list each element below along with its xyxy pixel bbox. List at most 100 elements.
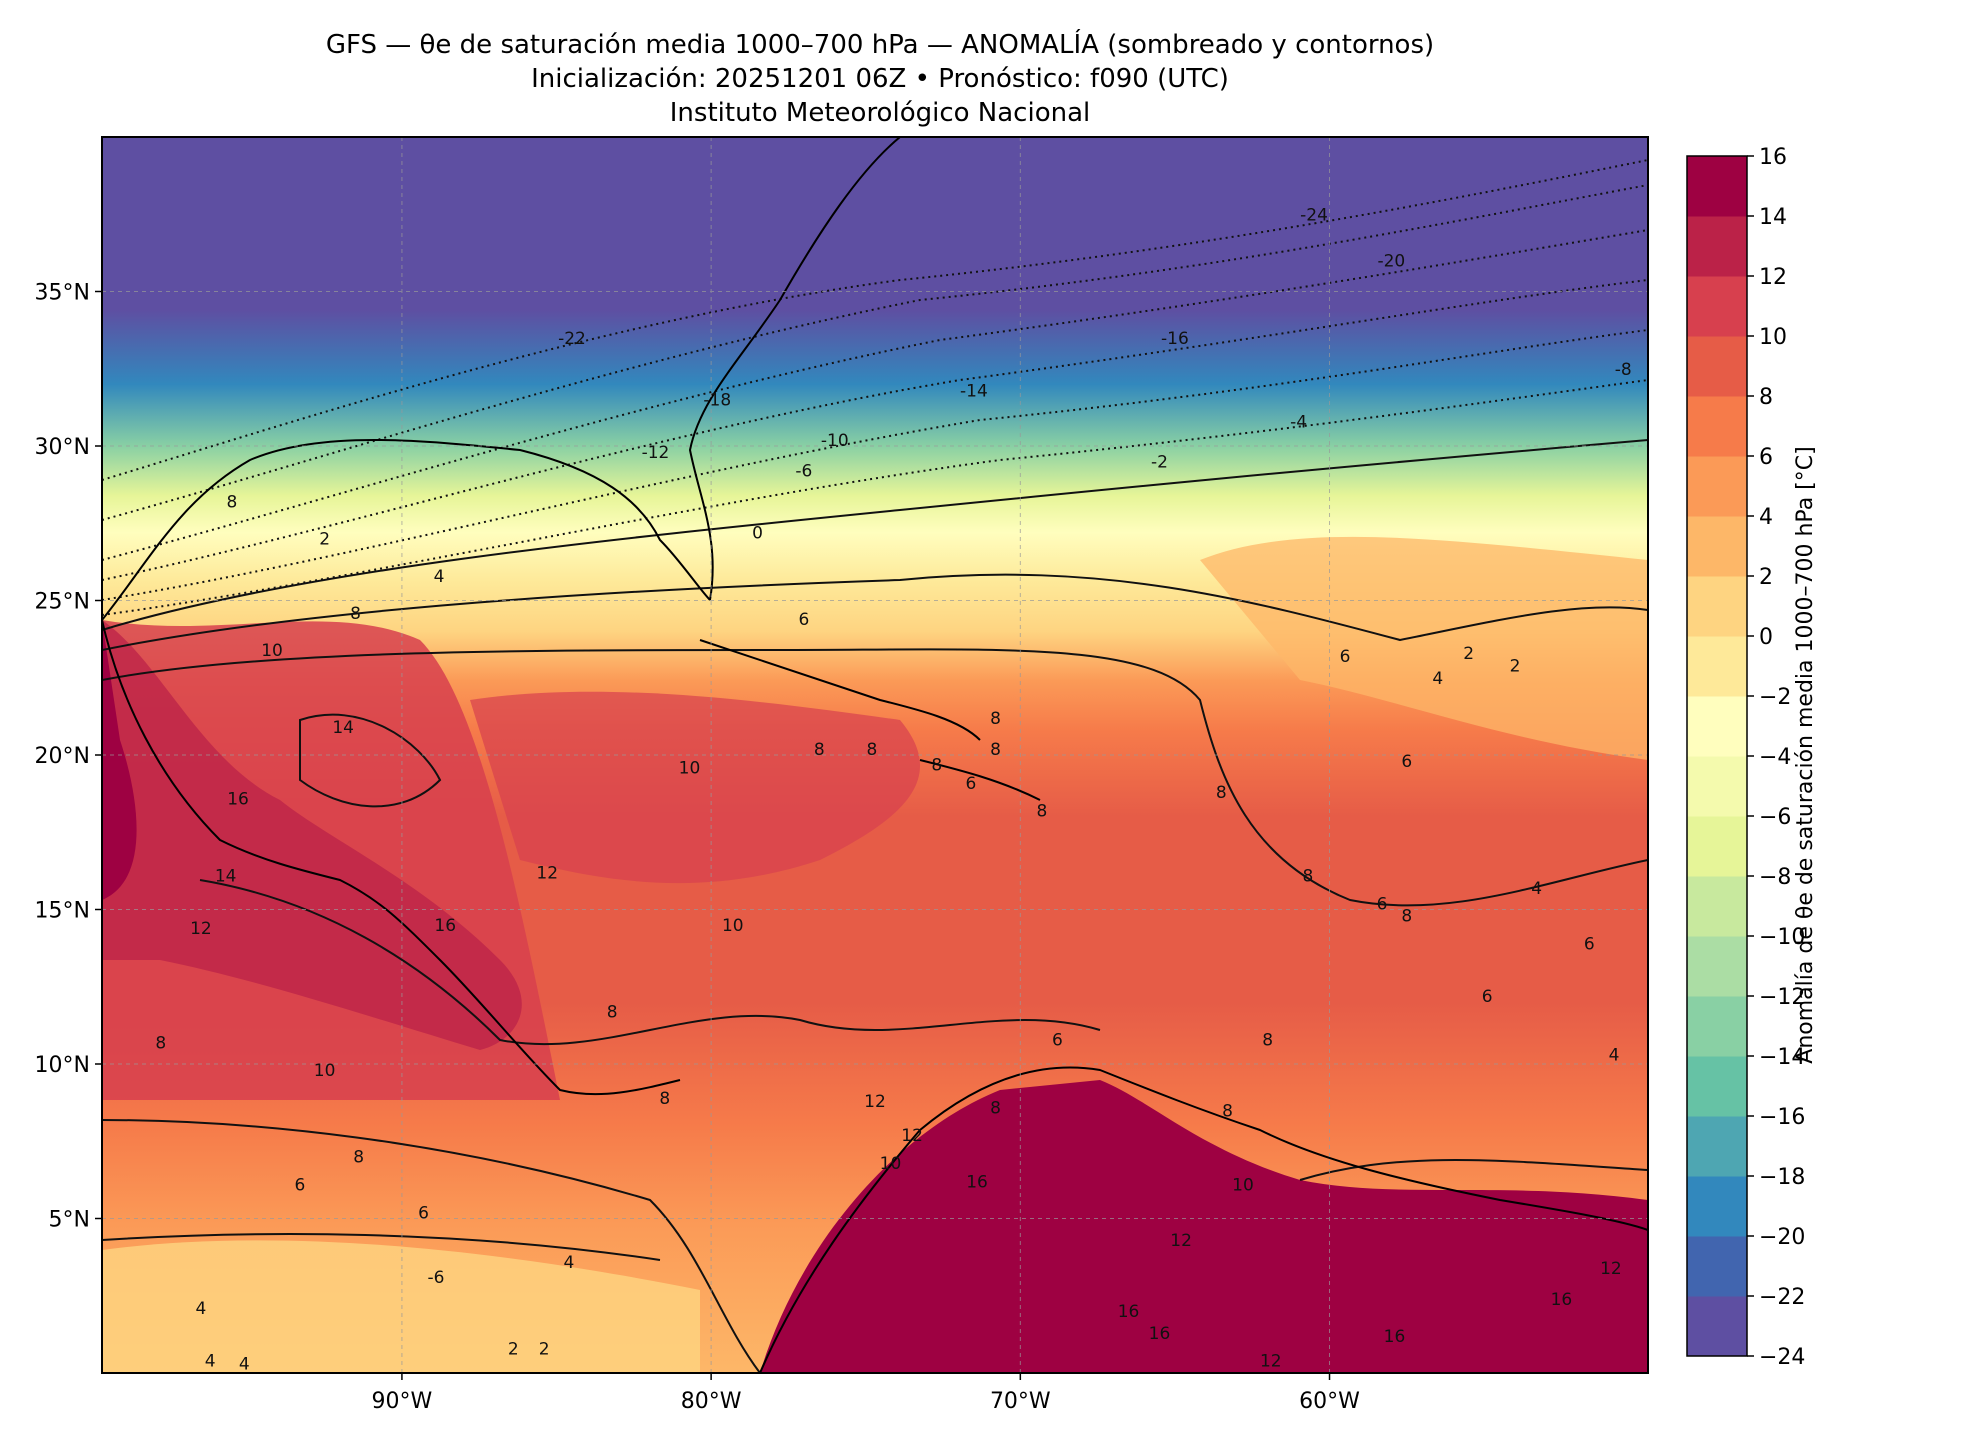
mild-region-east — [1200, 536, 1648, 760]
colorbar-tick-label: 14 — [1759, 205, 1787, 230]
contour-label: 8 — [350, 604, 361, 624]
colorbar-tick-label: −14 — [1759, 1045, 1805, 1070]
longitude-axis: 90°W 80°W 70°W 60°W — [372, 1373, 1360, 1414]
contour-label: -2 — [1151, 452, 1168, 472]
contour-label: 6 — [1340, 647, 1351, 667]
contour-label: 6 — [418, 1203, 429, 1223]
contour-label: 4 — [205, 1352, 216, 1372]
title-line-3: Instituto Meteorológico Nacional — [669, 98, 1091, 128]
contour-label: 8 — [607, 1002, 618, 1022]
anomaly-field: -24-20-22 -16-18 -14-4-8-10-12-6 -282 048 610… — [102, 137, 1648, 1375]
contour-label: -24 — [1300, 205, 1328, 225]
contour-label: 8 — [1262, 1030, 1273, 1050]
contour-label: 10 — [261, 641, 283, 661]
colorbar-tick-label: 6 — [1759, 445, 1773, 470]
colorbar-segment — [1687, 336, 1747, 397]
contour-label: 4 — [1609, 1046, 1620, 1066]
contour-label: -6 — [795, 462, 812, 482]
colorbar-segment — [1687, 1116, 1747, 1177]
contour-label: 14 — [332, 718, 354, 738]
colorbar-segment — [1687, 1056, 1747, 1117]
contour-label: 8 — [659, 1089, 670, 1109]
contour-label: -18 — [703, 391, 731, 411]
contour-label: 6 — [798, 610, 809, 630]
colorbar-tick-label: −4 — [1759, 745, 1791, 770]
colorbar-tick-label: −20 — [1759, 1225, 1805, 1250]
colorbar-segment — [1687, 876, 1747, 937]
colorbar-segment — [1687, 1236, 1747, 1297]
contour-label: -12 — [642, 443, 670, 463]
contour-label: -20 — [1377, 252, 1405, 272]
contour-label: 12 — [864, 1092, 886, 1112]
contour-label: 10 — [679, 758, 701, 778]
contour-label: 6 — [294, 1176, 305, 1196]
contour-label: 10 — [880, 1154, 902, 1174]
lon-tick-label: 70°W — [990, 1389, 1051, 1414]
contour-label: 4 — [434, 567, 445, 587]
colorbar-tick-label: −8 — [1759, 865, 1791, 890]
contour-label: 4 — [239, 1355, 250, 1375]
contour-label: -14 — [960, 381, 988, 401]
colorbar-segment — [1687, 816, 1747, 877]
contour-label: -22 — [558, 329, 586, 349]
contour-label: 16 — [227, 789, 249, 809]
colorbar-tick-label: 0 — [1759, 625, 1773, 650]
latitude-axis: 35°N 30°N 25°N 20°N 15°N 10°N 5°N — [35, 281, 102, 1233]
colorbar-segment — [1687, 516, 1747, 577]
colorbar-tick-label: −18 — [1759, 1165, 1805, 1190]
colorbar-label: Anomalía de θe de saturación media 1000–… — [1793, 446, 1818, 1063]
contour-label: 14 — [215, 867, 237, 887]
colorbar-tick-label: 12 — [1759, 265, 1787, 290]
colorbar: 16 14 12 10 8 6 4 2 0 −2 −4 −6 −8 −10 −12 −14 −16 −18 −20 −… — [1686, 145, 1805, 1370]
gridlines — [102, 137, 1648, 1373]
positive-contours — [102, 439, 1648, 1373]
contour-label: 6 — [1377, 894, 1388, 914]
contour-label: 16 — [966, 1172, 988, 1192]
lon-tick-label: 90°W — [372, 1389, 433, 1414]
colorbar-tick-label: −12 — [1759, 985, 1805, 1010]
contour-label: 6 — [1482, 987, 1493, 1007]
contour-label: 8 — [931, 755, 942, 775]
contour-label: 8 — [814, 740, 825, 760]
contour-label: 12 — [901, 1126, 923, 1146]
colorbar-tick-label: −6 — [1759, 805, 1791, 830]
colorbar-segment — [1687, 576, 1747, 637]
contour-label: 8 — [353, 1148, 364, 1168]
contour-label: 16 — [1384, 1327, 1406, 1347]
contour-label: 6 — [965, 774, 976, 794]
lat-tick-label: 10°N — [35, 1053, 90, 1078]
negative-contours — [102, 159, 1648, 616]
contour-label: 6 — [1401, 752, 1412, 772]
contour-label: 10 — [722, 916, 744, 936]
contour-label: 8 — [1216, 783, 1227, 803]
contour-label: 8 — [866, 740, 877, 760]
lat-tick-label: 30°N — [35, 435, 90, 460]
contour-label: 16 — [1118, 1302, 1140, 1322]
contour-label: -16 — [1161, 329, 1189, 349]
lat-tick-label: 35°N — [35, 281, 90, 306]
colorbar-segment — [1687, 1176, 1747, 1237]
contour-labels: -24-20-22 -16-18 -14-4-8-10-12-6 -282 048 610… — [155, 205, 1632, 1375]
mild-region-southwest — [102, 1240, 700, 1373]
contour-label: -8 — [1615, 360, 1632, 380]
warm-region-caribbean — [470, 691, 921, 884]
contour-label: 8 — [1401, 907, 1412, 927]
colorbar-segment — [1687, 396, 1747, 457]
colorbar-segment — [1687, 276, 1747, 337]
contour-label: 12 — [536, 863, 558, 883]
contour-label: 4 — [1531, 879, 1542, 899]
contour-label: 8 — [226, 493, 237, 513]
contour-label: -10 — [821, 431, 849, 451]
colorbar-segment — [1687, 636, 1747, 697]
contour-label: 4 — [563, 1253, 574, 1273]
contour-label: 8 — [1222, 1101, 1233, 1121]
contour-label: -6 — [427, 1268, 444, 1288]
contour-label: 16 — [1551, 1290, 1573, 1310]
contour-label: 6 — [1052, 1030, 1063, 1050]
lon-tick-label: 60°W — [1299, 1389, 1360, 1414]
lat-tick-label: 25°N — [35, 590, 90, 615]
colorbar-segment — [1687, 156, 1747, 217]
contour-label: 2 — [539, 1339, 550, 1359]
colorbar-segment — [1687, 936, 1747, 997]
colorbar-tick-label: −16 — [1759, 1105, 1805, 1130]
